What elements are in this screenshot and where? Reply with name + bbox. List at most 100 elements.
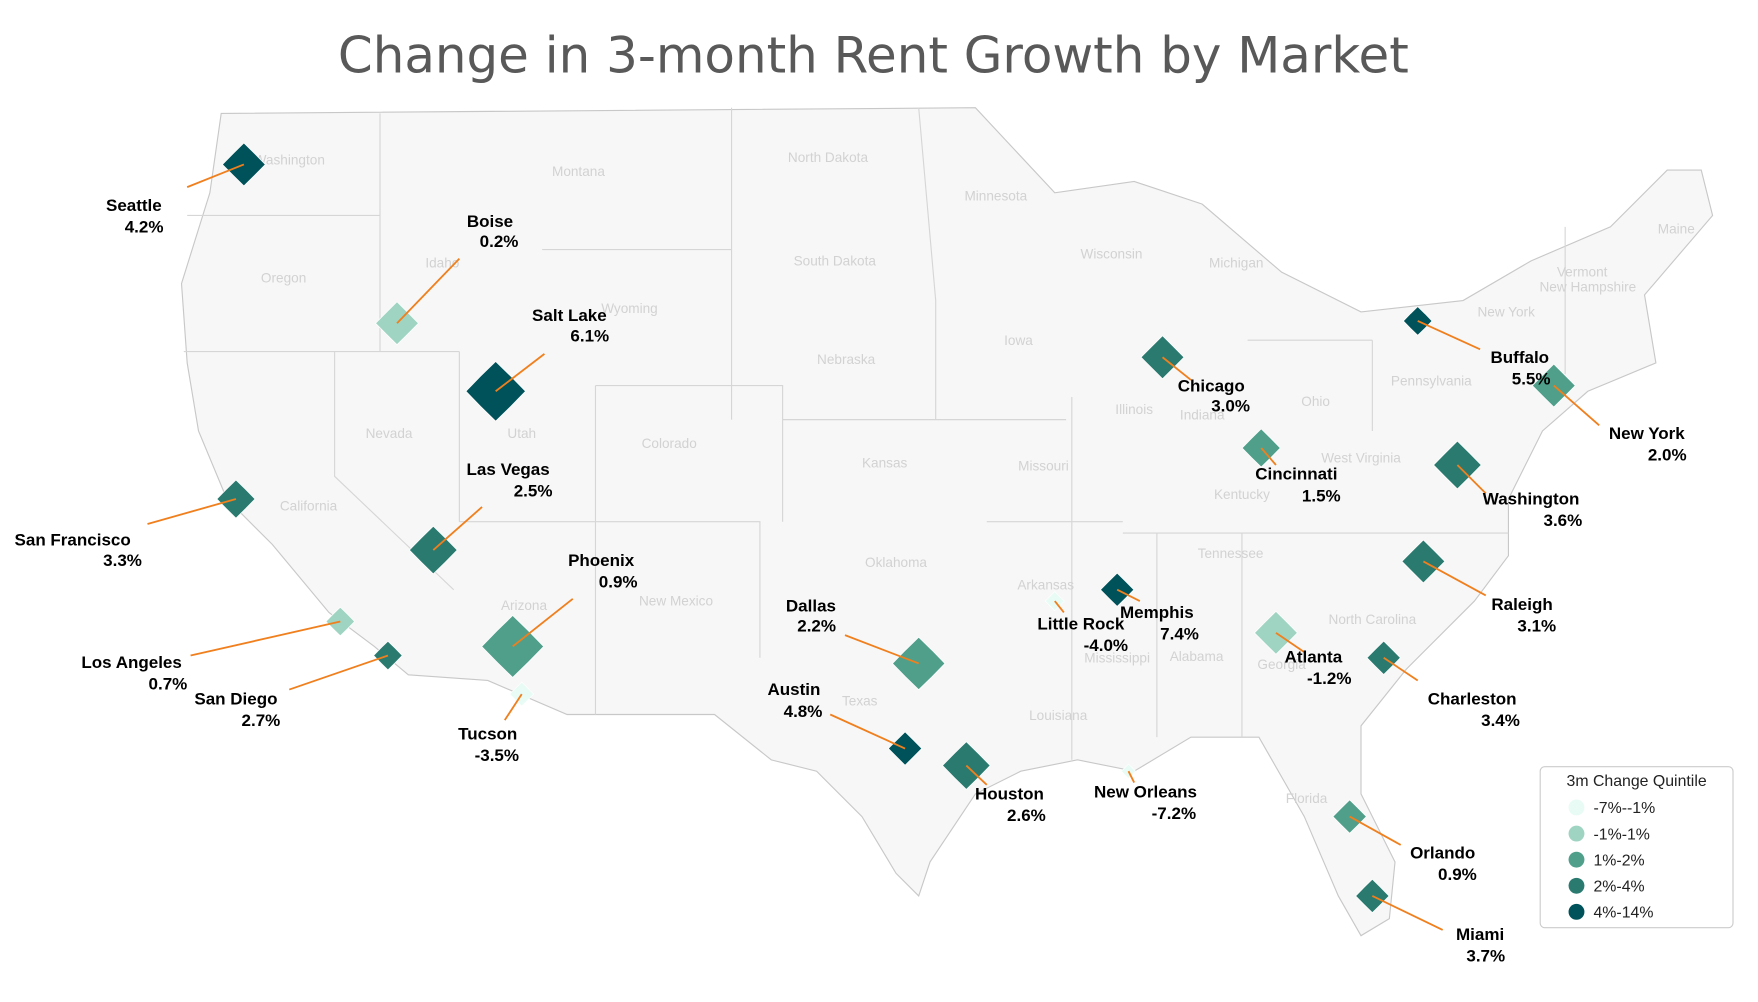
leader-line — [186, 163, 245, 188]
state-label: Ohio — [1301, 394, 1330, 409]
market-value: 3.1% — [1517, 617, 1556, 636]
market-value: 3.3% — [103, 551, 142, 570]
market-name: Buffalo — [1491, 348, 1550, 367]
market-name: Tucson — [458, 724, 517, 743]
market-value: 3.6% — [1544, 511, 1583, 530]
market-value: 3.4% — [1481, 711, 1520, 730]
market-name: New York — [1609, 424, 1685, 443]
legend-box — [1539, 766, 1734, 929]
state-label: South Dakota — [794, 253, 877, 268]
state-label: North Carolina — [1329, 612, 1417, 627]
state-label: Utah — [507, 426, 536, 441]
state-label: Missouri — [1018, 459, 1069, 474]
market-value: 0.9% — [1438, 865, 1477, 884]
legend-label: 4%-14% — [1593, 905, 1653, 922]
market-value: 4.2% — [125, 217, 164, 236]
market-value: 2.2% — [797, 617, 836, 636]
market-name: Seattle — [106, 196, 162, 215]
leader-line — [1422, 560, 1487, 597]
market-value: -3.5% — [475, 746, 519, 765]
market-value: 3.7% — [1466, 947, 1505, 966]
market-name: San Francisco — [15, 531, 131, 550]
state-label: Vermont — [1557, 265, 1608, 280]
market-name: Phoenix — [568, 551, 635, 570]
leader-line — [1275, 632, 1305, 653]
state-label: Nebraska — [817, 352, 876, 367]
state-label: California — [280, 498, 338, 513]
state-label: Arizona — [501, 598, 548, 613]
map-title: Change in 3-month Rent Growth by Market — [338, 27, 1409, 85]
leader-line — [147, 498, 237, 525]
market-name: Houston — [975, 785, 1044, 804]
state-label: Nevada — [366, 426, 413, 441]
state-label: Pennsylvania — [1391, 374, 1472, 389]
state-label: Kentucky — [1214, 487, 1270, 502]
leader-line — [1116, 588, 1141, 602]
state-borders — [183, 107, 1566, 760]
state-label: Colorado — [642, 436, 697, 451]
us-outline — [180, 107, 1714, 937]
state-label: New Hampshire — [1539, 279, 1636, 294]
leader-line — [495, 353, 545, 392]
legend-swatch — [1568, 903, 1585, 920]
market-value: 4.8% — [784, 702, 823, 721]
state-label: North Dakota — [788, 150, 869, 165]
state-label: Tennessee — [1198, 546, 1264, 561]
leader-line — [965, 764, 988, 786]
leader-line — [288, 654, 389, 691]
legend-label: -7%--1% — [1593, 800, 1655, 817]
leader-line — [1371, 895, 1444, 931]
leader-line — [1456, 464, 1487, 494]
legend-label: -1%-1% — [1593, 826, 1649, 843]
market-name: Austin — [767, 680, 820, 699]
market-value: -4.0% — [1084, 636, 1128, 655]
market-name: Los Angeles — [81, 653, 181, 672]
market-value: 0.2% — [480, 232, 519, 251]
market-name: Memphis — [1120, 603, 1194, 622]
market-value: 2.0% — [1648, 445, 1687, 464]
state-label: Florida — [1286, 791, 1328, 806]
legend-swatch — [1568, 825, 1585, 842]
market-name: Salt Lake — [532, 306, 607, 325]
market-value: -1.2% — [1307, 669, 1351, 688]
leader-line — [1553, 384, 1600, 426]
state-label: Oklahoma — [865, 555, 927, 570]
state-label: Oregon — [261, 270, 306, 285]
market-name: Las Vegas — [467, 460, 550, 479]
state-label: Washington — [254, 152, 325, 167]
leader-line — [829, 713, 906, 750]
market-name: Atlanta — [1285, 647, 1343, 666]
leader-line — [1417, 320, 1481, 351]
market-name: Raleigh — [1491, 595, 1552, 614]
state-label: Alabama — [1170, 649, 1224, 664]
leader-line — [1161, 356, 1192, 381]
leader-line — [1260, 447, 1277, 466]
leader-line — [503, 693, 523, 721]
leader-line — [512, 598, 574, 648]
leader-line — [432, 506, 483, 551]
leader-line — [1127, 770, 1135, 783]
state-label: West Virginia — [1321, 451, 1401, 466]
market-name: San Diego — [194, 689, 277, 708]
state-label: Iowa — [1004, 333, 1033, 348]
state-label: Maine — [1658, 222, 1695, 237]
state-label: Illinois — [1115, 402, 1153, 417]
state-label: Minnesota — [964, 189, 1027, 204]
state-label: Arkansas — [1017, 578, 1074, 593]
state-label: Georgia — [1257, 657, 1306, 672]
state-label: Montana — [552, 164, 605, 179]
market-value: 3.0% — [1211, 397, 1250, 416]
leader-line — [190, 620, 341, 657]
market-name: Dallas — [786, 596, 836, 615]
state-label: Michigan — [1209, 256, 1263, 271]
legend-title: 3m Change Quintile — [1567, 773, 1707, 790]
market-value: 7.4% — [1160, 625, 1199, 644]
state-label: Mississippi — [1084, 650, 1150, 665]
legend-swatch — [1568, 799, 1585, 816]
state-label: Texas — [842, 693, 878, 708]
state-label: New York — [1477, 304, 1535, 319]
market-value: 2.7% — [242, 711, 281, 730]
state-label: Kansas — [862, 455, 908, 470]
